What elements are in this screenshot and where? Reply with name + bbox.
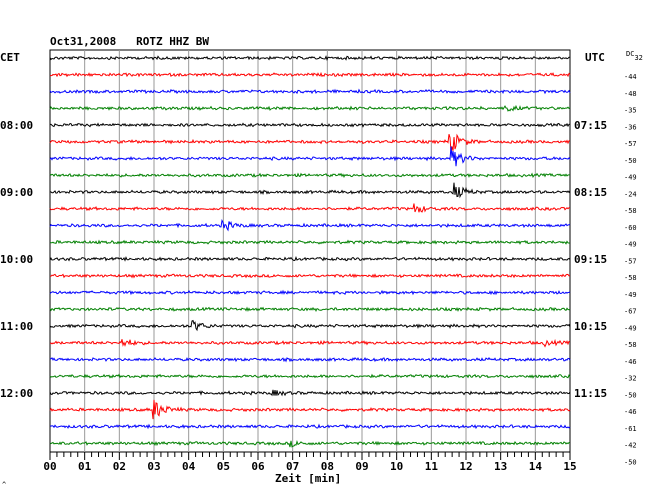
trace-3	[49, 104, 571, 112]
trace-15	[49, 306, 571, 312]
dc-value: -67	[624, 308, 637, 316]
dc-value: -42	[624, 442, 637, 450]
trace-18	[49, 356, 571, 363]
dc-value: -46	[624, 408, 637, 416]
dc-value: -48	[624, 90, 637, 98]
trace-12	[49, 255, 571, 262]
dc-value: -49	[624, 291, 637, 299]
trace-7	[49, 172, 570, 178]
left-hour-label: 11:00	[0, 320, 33, 333]
dc-label: DC	[626, 50, 634, 58]
trace-17	[49, 338, 571, 348]
x-tick-label: 13	[494, 460, 507, 473]
dc-value: -57	[624, 257, 637, 265]
dc-value: -50	[624, 157, 637, 165]
dc-value: -36	[624, 123, 637, 131]
right-timezone-label: UTC	[585, 51, 605, 64]
dc-value: -35	[624, 107, 637, 115]
left-hour-label: 12:00	[0, 387, 33, 400]
x-tick-label: 05	[217, 460, 230, 473]
trace-4	[49, 122, 571, 128]
x-tick-label: 03	[147, 460, 160, 473]
trace-13	[49, 273, 571, 279]
trace-5	[49, 133, 571, 152]
right-hour-label: 10:15	[574, 320, 607, 333]
plot-grid	[49, 49, 571, 453]
dc-value: -58	[624, 274, 637, 282]
trace-group	[49, 55, 571, 448]
dc-value: -58	[624, 341, 637, 349]
dc-value: -49	[624, 324, 637, 332]
dc-value: -46	[624, 358, 637, 366]
footer-mark: ^	[2, 481, 6, 489]
x-tick-label: 04	[182, 460, 196, 473]
trace-19	[49, 373, 571, 379]
x-axis: 00 01 02 03 04 05 06 07 08 09 10 11 12 13 14 15	[43, 452, 577, 473]
dc-value: -61	[624, 425, 637, 433]
trace-0	[49, 55, 570, 61]
x-tick-label: 02	[113, 460, 126, 473]
trace-6	[49, 146, 571, 167]
dc-value: -50	[624, 391, 637, 399]
x-tick-label: 07	[286, 460, 299, 473]
dc-value: -44	[624, 73, 637, 81]
right-hour-label: 09:15	[574, 253, 607, 266]
trace-10	[49, 218, 571, 232]
right-hour-label: 11:15	[574, 387, 607, 400]
trace-23	[49, 439, 571, 448]
trace-9	[49, 203, 570, 213]
x-tick-label: 06	[251, 460, 265, 473]
trace-21	[49, 399, 571, 420]
trace-14	[49, 289, 571, 296]
x-axis-label: Zeit [min]	[275, 472, 341, 485]
dc-value: -49	[624, 174, 637, 182]
right-hour-label: 07:15	[574, 119, 607, 132]
dc-value: -50	[624, 458, 637, 466]
trace-1	[49, 71, 571, 78]
left-hour-labels: 08:00 09:00 10:00 11:00 12:00	[0, 119, 33, 400]
left-hour-label: 09:00	[0, 186, 33, 199]
left-hour-label: 10:00	[0, 253, 33, 266]
x-tick-label: 15	[563, 460, 576, 473]
dc-value: -24	[624, 190, 637, 198]
dc-value-labels: -44 -48 -35 -36 -57 -50 -49 -24 -58 -60 -49 -57 -58 -…	[624, 73, 637, 466]
dc-value: -49	[624, 241, 637, 249]
dc-value: -60	[624, 224, 637, 232]
x-tick-label: 01	[78, 460, 92, 473]
trace-20	[49, 389, 571, 397]
x-tick-label: 14	[529, 460, 543, 473]
right-hour-labels: 07:15 08:15 09:15 10:15 11:15	[574, 119, 607, 400]
trace-11	[49, 239, 571, 245]
chart-title: Oct31,2008 ROTZ HHZ BW	[50, 35, 209, 48]
plot-frame	[49, 49, 571, 453]
dc-top-value: 32	[634, 54, 642, 62]
x-tick-label: 09	[355, 460, 368, 473]
x-tick-label: 10	[390, 460, 403, 473]
right-hour-label: 08:15	[574, 186, 607, 199]
trace-2	[49, 88, 571, 95]
dc-value: -32	[624, 375, 637, 383]
x-tick-label: 11	[425, 460, 439, 473]
trace-8	[49, 182, 571, 199]
trace-22	[49, 423, 571, 430]
dc-value: -57	[624, 140, 637, 148]
dc-value: -58	[624, 207, 637, 215]
x-tick-label: 08	[321, 460, 334, 473]
trace-16	[49, 319, 571, 332]
x-tick-label: 12	[459, 460, 472, 473]
left-hour-label: 08:00	[0, 119, 33, 132]
dc-header: DC32	[626, 50, 643, 62]
left-timezone-label: CET	[0, 51, 20, 64]
x-tick-label: 00	[43, 460, 56, 473]
